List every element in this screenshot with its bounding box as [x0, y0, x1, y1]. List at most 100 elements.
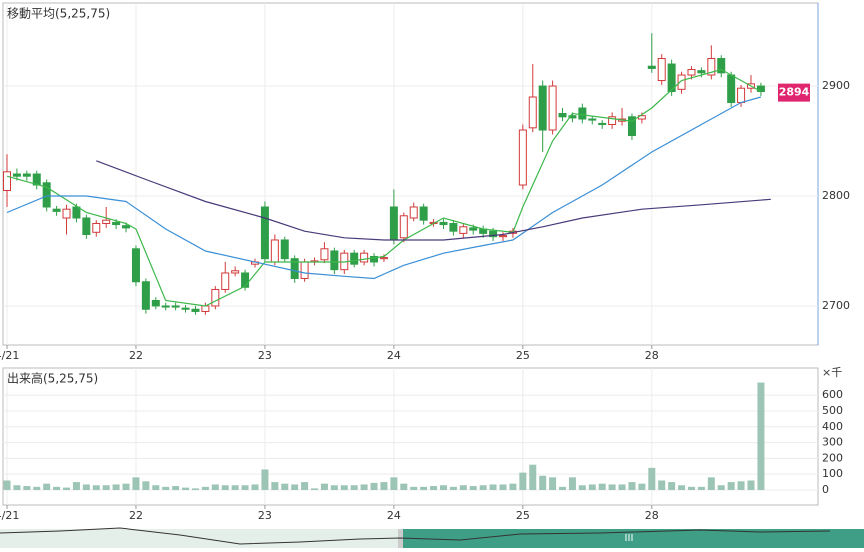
x-tick-label: 28 [645, 349, 659, 362]
volume-bar [271, 482, 279, 490]
candle-body [687, 69, 696, 76]
candle-body [12, 173, 21, 177]
y-tick-label: 2900 [822, 79, 850, 92]
x-tick-label: 28 [645, 509, 659, 522]
candle-body [161, 305, 170, 308]
x-tick-label: 4/21 [0, 509, 19, 522]
navigator-grip [625, 534, 633, 541]
y-tick-label: 200 [822, 451, 843, 464]
x-tick-label: 4/21 [0, 349, 19, 362]
volume-bar [459, 485, 467, 490]
x-tick-label: 23 [258, 349, 272, 362]
candle-body [320, 248, 329, 261]
candle-body [667, 63, 676, 93]
volume-bar [400, 483, 408, 490]
candle-body [756, 85, 765, 93]
volume-bar [479, 485, 487, 490]
volume-title: 出来高(5,25,75) [7, 371, 98, 386]
volume-bar [43, 483, 51, 490]
y-tick-label: 2700 [822, 299, 850, 312]
volume-bar [201, 486, 209, 490]
candle-body [727, 74, 736, 104]
volume-bar [549, 477, 557, 490]
candle-body [707, 58, 716, 76]
volume-bar [608, 484, 616, 490]
volume-bar [231, 485, 239, 490]
volume-bar [687, 486, 695, 490]
volume-bar [92, 485, 100, 490]
candle-body [300, 261, 309, 279]
x-tick-label: 23 [258, 509, 272, 522]
volume-bar [340, 485, 348, 490]
x-tick-label: 22 [129, 509, 143, 522]
volume-bar [737, 481, 745, 490]
volume-bar [13, 485, 21, 490]
candle-body [42, 182, 51, 208]
volume-bar [489, 484, 497, 490]
volume-bar [162, 486, 170, 490]
navigator [0, 527, 864, 548]
candle-body [558, 113, 567, 118]
candle-body [181, 307, 190, 310]
volume-bar [390, 477, 398, 490]
volume-bar [3, 480, 11, 490]
candle-body [151, 299, 160, 307]
volume-bar [707, 477, 715, 490]
navigator-line [0, 527, 831, 545]
candle-body [627, 116, 636, 137]
volume-bar [578, 485, 586, 490]
volume-bar [410, 486, 418, 490]
volume-bar [697, 486, 705, 490]
candle-body [290, 258, 299, 279]
volume-bar [717, 485, 725, 490]
price-label: 2894 [779, 86, 810, 99]
volume-bar [330, 485, 338, 490]
volume-bar [678, 485, 686, 490]
candle-body [171, 305, 180, 308]
volume-bar [469, 486, 477, 490]
volume-bar [529, 464, 537, 490]
candle-body [82, 217, 91, 235]
volume-bar [221, 485, 229, 490]
x-tick-label: 22 [129, 349, 143, 362]
volume-bar [72, 482, 80, 490]
volume-bar [539, 475, 547, 490]
candle-body [697, 70, 706, 74]
candle-body [221, 272, 230, 290]
x-tick-label: 24 [387, 509, 401, 522]
volume-bar [668, 482, 676, 490]
moving-average [96, 160, 771, 241]
volume-bar [261, 469, 269, 490]
candle-body [360, 252, 369, 263]
candle-body [598, 122, 607, 126]
price-title: 移動平均(5,25,75) [7, 7, 110, 21]
candle-body [389, 206, 398, 241]
candle-body [538, 85, 547, 131]
candle-body [578, 107, 587, 120]
candle-body [419, 206, 428, 221]
y-tick-label: 100 [822, 467, 843, 480]
volume-bar [122, 483, 130, 490]
candle-body [737, 87, 746, 104]
candle-body [92, 222, 101, 233]
candle-body [62, 208, 71, 219]
candle-body [72, 206, 81, 219]
volume-bar [568, 477, 576, 490]
volume-bar [142, 481, 150, 490]
volume-bar [281, 483, 289, 490]
candle-body [191, 308, 200, 312]
candle-body [499, 235, 507, 238]
candle-body [3, 171, 11, 191]
candle-body [399, 215, 408, 239]
volume-bar [618, 484, 626, 490]
y-tick-label: 500 [822, 404, 843, 417]
volume-panel [2, 367, 819, 506]
candle-body [489, 230, 498, 238]
candle-body [350, 252, 359, 265]
y-tick-label: 2800 [822, 189, 850, 202]
volume-bar [370, 482, 378, 490]
candle-body [52, 208, 61, 212]
volume-bar [132, 477, 140, 490]
volume-bar [53, 486, 61, 490]
